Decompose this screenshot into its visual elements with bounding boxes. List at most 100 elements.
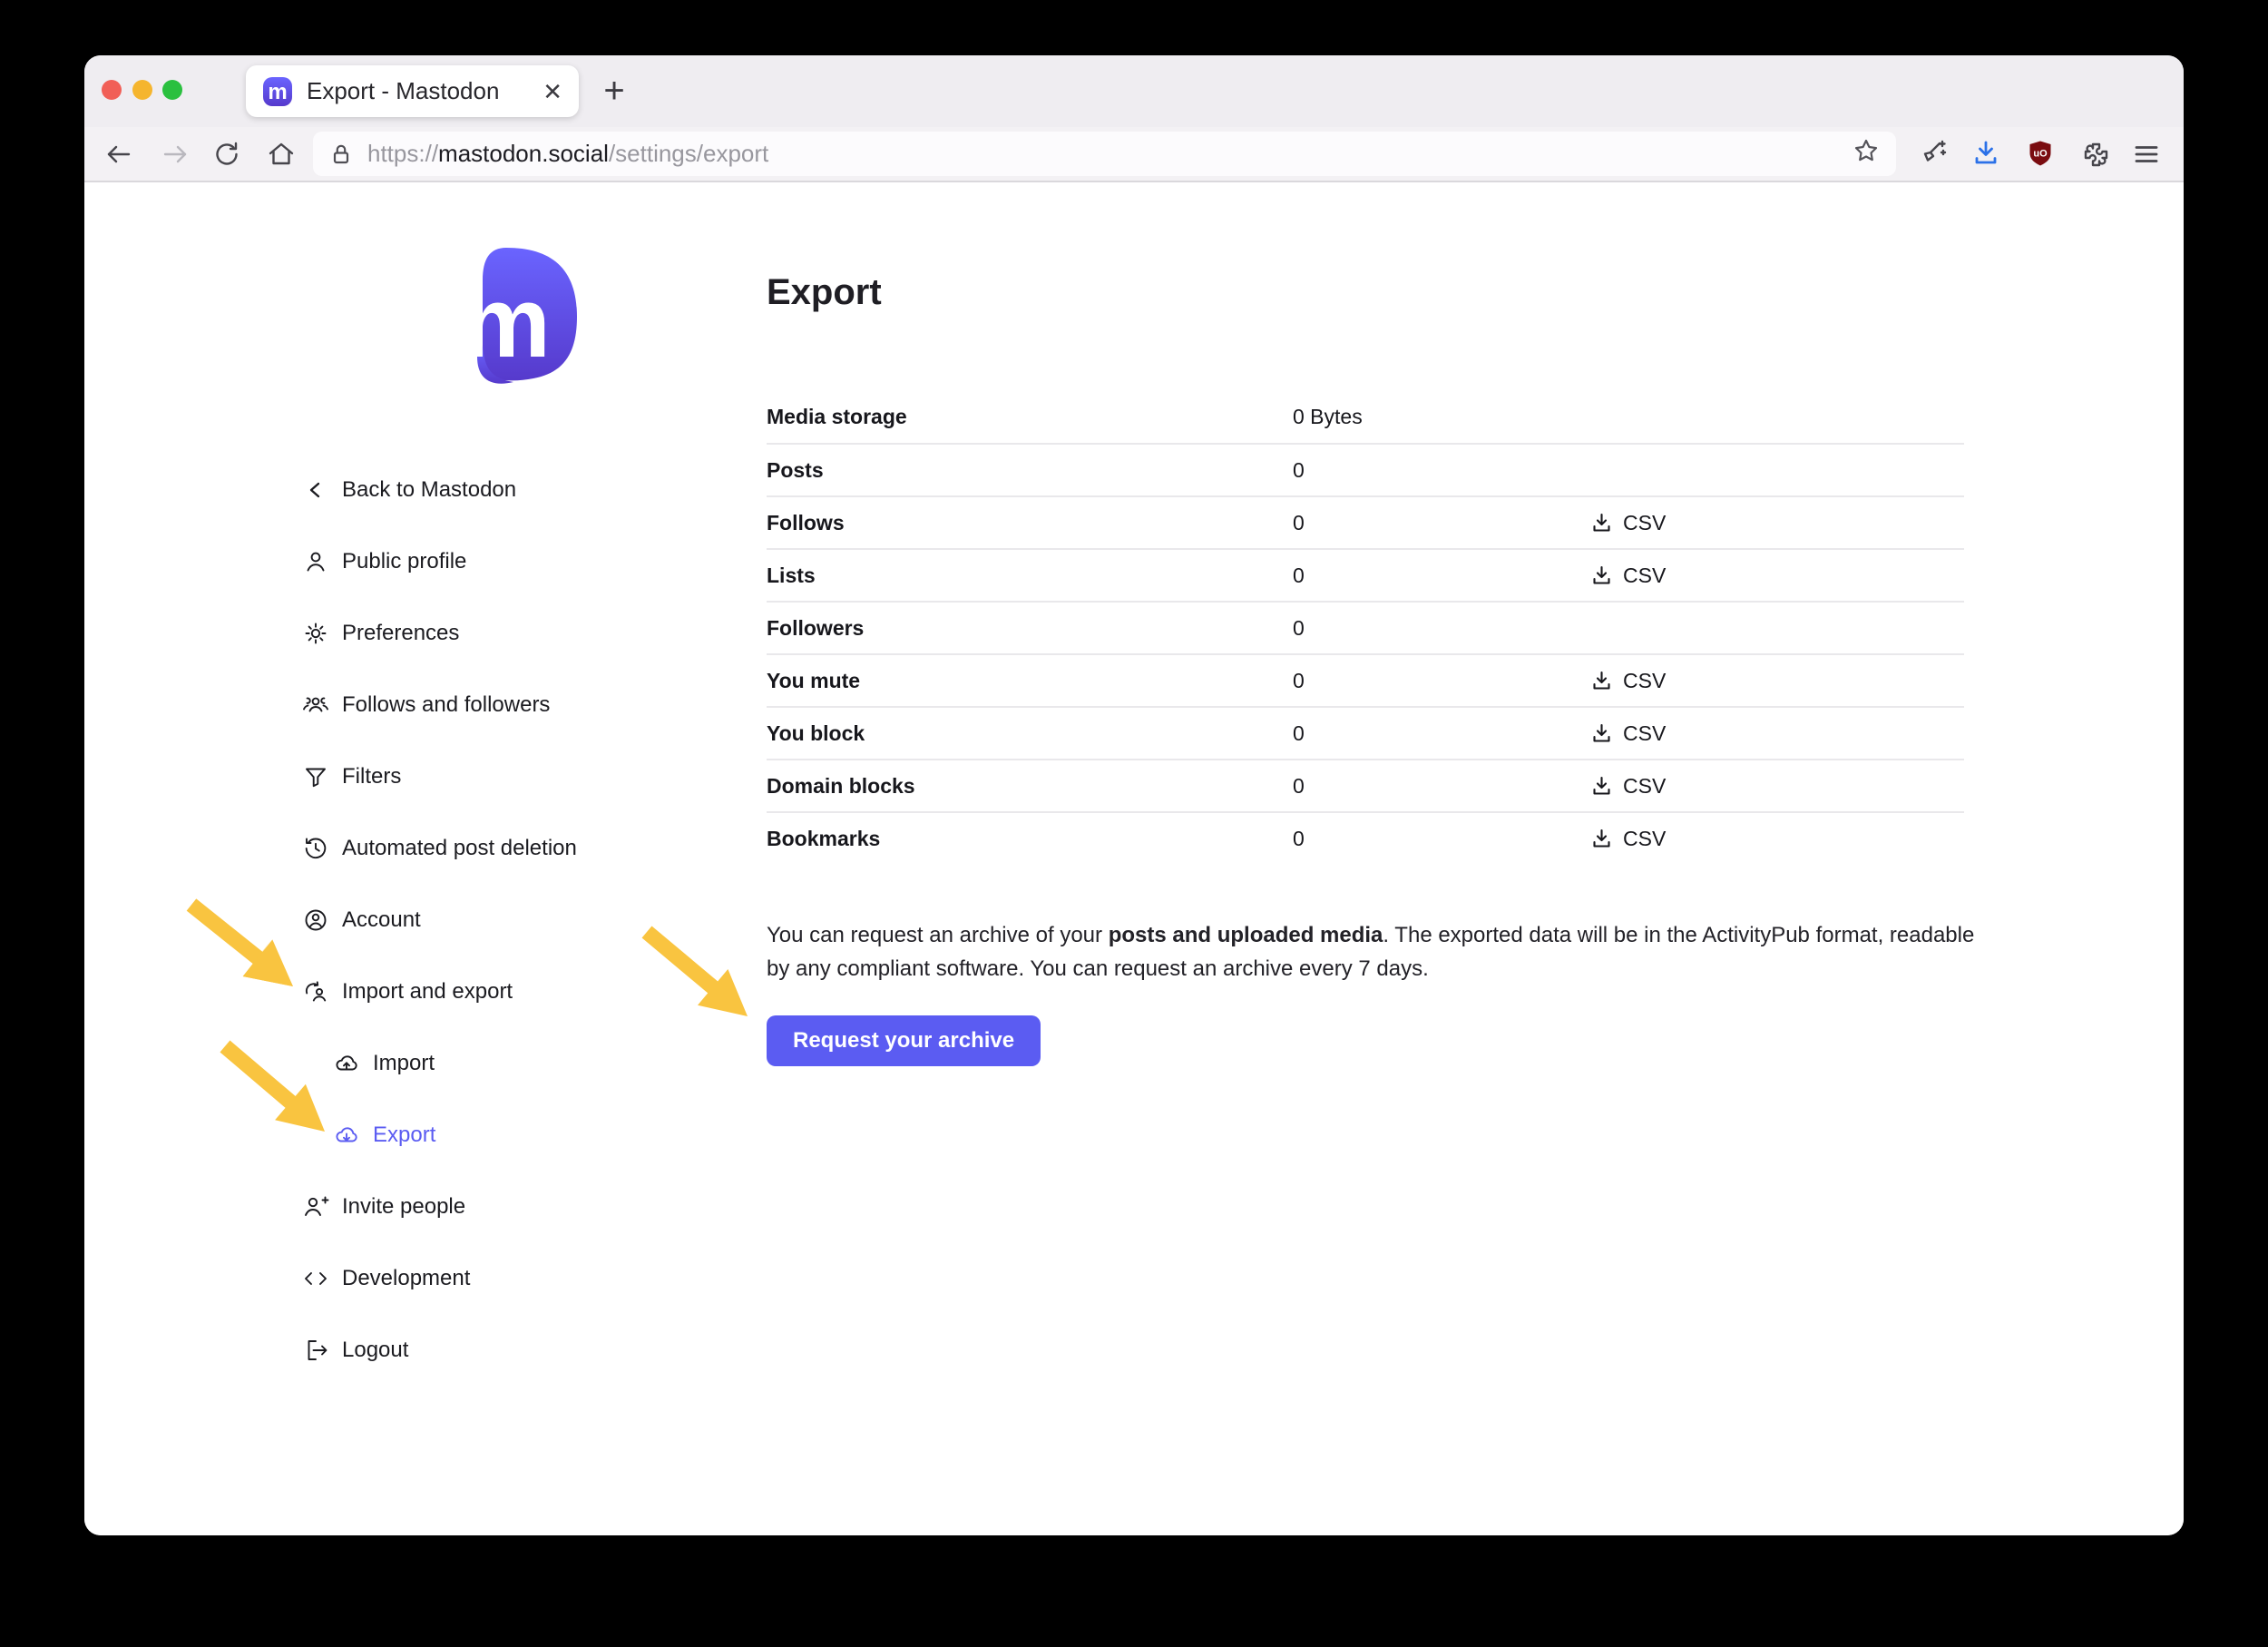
tab-strip: m Export - Mastodon ✕ +: [84, 55, 2184, 127]
sidebar-item-automated-post-deletion[interactable]: Automated post deletion: [84, 812, 719, 884]
funnel-icon: [302, 763, 329, 790]
request-archive-button[interactable]: Request your archive: [767, 1015, 1041, 1066]
back-icon[interactable]: [103, 138, 135, 171]
table-row: You mute 0 CSV: [767, 653, 1964, 706]
row-label: Bookmarks: [767, 826, 881, 850]
row-label: You mute: [767, 668, 861, 692]
row-value: 0: [1293, 826, 1305, 850]
download-tray-icon: [1593, 671, 1610, 690]
browser-window: m Export - Mastodon ✕ + https://mastodon…: [84, 55, 2184, 1535]
home-icon[interactable]: [265, 138, 298, 171]
table-row: You block 0 CSV: [767, 706, 1964, 759]
new-tab-button[interactable]: +: [603, 71, 625, 111]
row-label: Media storage: [767, 404, 907, 428]
macos-maximize-button[interactable]: [162, 80, 182, 100]
account-circle-icon: [302, 907, 329, 934]
macos-minimize-button[interactable]: [132, 80, 152, 100]
sidebar-item-label: Filters: [342, 763, 402, 789]
download-tray-icon: [1593, 723, 1610, 742]
table-row: Posts 0: [767, 443, 1964, 495]
extensions-puzzle-icon[interactable]: [2080, 138, 2113, 171]
browser-toolbar: https://mastodon.social/settings/export …: [84, 127, 2184, 182]
sidebar-item-label: Preferences: [342, 620, 460, 645]
csv-download-link[interactable]: CSV: [1589, 721, 1666, 746]
sidebar-item-label: Automated post deletion: [342, 835, 577, 860]
mastodon-favicon: m: [263, 76, 292, 106]
row-label: You block: [767, 721, 865, 745]
settings-sidebar: Back to Mastodon Public profile Preferen…: [84, 454, 719, 1386]
sidebar-item-label: Follows and followers: [342, 691, 551, 717]
download-tray-icon: [1593, 828, 1610, 848]
svg-text:uO: uO: [2033, 149, 2048, 160]
sidebar-item-development[interactable]: Development: [84, 1242, 719, 1314]
row-value: 0: [1293, 668, 1305, 692]
tab-title: Export - Mastodon: [307, 77, 500, 104]
cloud-download-icon: [333, 1122, 360, 1149]
download-tray-icon: [1593, 513, 1610, 532]
svg-text:m: m: [268, 80, 287, 104]
download-icon[interactable]: [1970, 138, 2002, 171]
sidebar-item-import-and-export[interactable]: Import and export: [84, 956, 719, 1027]
cloud-upload-icon: [333, 1050, 360, 1077]
sidebar-item-back-to-mastodon[interactable]: Back to Mastodon: [84, 454, 719, 525]
code-icon: [302, 1265, 329, 1292]
table-row: Follows 0 CSV: [767, 495, 1964, 548]
csv-download-link[interactable]: CSV: [1589, 669, 1666, 693]
table-row: Followers 0: [767, 601, 1964, 653]
sidebar-item-follows-and-followers[interactable]: Follows and followers: [84, 669, 719, 740]
sidebar-item-label: Development: [342, 1265, 471, 1290]
history-clock-icon: [302, 835, 329, 862]
people-group-icon: [302, 691, 329, 719]
csv-download-link[interactable]: CSV: [1589, 774, 1666, 799]
sidebar-item-preferences[interactable]: Preferences: [84, 597, 719, 669]
browser-tab[interactable]: m Export - Mastodon ✕: [246, 65, 579, 117]
row-label: Follows: [767, 510, 845, 534]
download-tray-icon: [1593, 776, 1610, 795]
bookmark-star-icon[interactable]: [1851, 136, 1882, 172]
tab-close-icon[interactable]: ✕: [543, 77, 562, 105]
reload-icon[interactable]: [210, 138, 243, 171]
sidebar-item-import[interactable]: Import: [84, 1027, 719, 1099]
row-label: Domain blocks: [767, 773, 915, 798]
row-value: 0 Bytes: [1293, 404, 1363, 428]
page-content: m Export Media storage 0 Bytes Posts 0 F…: [84, 183, 2184, 1535]
row-value: 0: [1293, 563, 1305, 587]
row-value: 0: [1293, 721, 1305, 745]
row-label: Followers: [767, 615, 865, 640]
csv-download-link[interactable]: CSV: [1589, 511, 1666, 535]
row-label: Posts: [767, 457, 824, 482]
ublock-icon[interactable]: uO: [2024, 138, 2057, 171]
row-value: 0: [1293, 615, 1305, 640]
sidebar-item-export[interactable]: Export: [84, 1099, 719, 1171]
forward-icon[interactable]: [159, 138, 191, 171]
person-sync-icon: [302, 978, 329, 1005]
broom-icon[interactable]: [1917, 138, 1950, 171]
lock-icon[interactable]: [327, 141, 355, 168]
table-row: Media storage 0 Bytes: [767, 390, 1964, 443]
mastodon-logo: m: [462, 248, 577, 384]
sidebar-item-invite-people[interactable]: Invite people: [84, 1171, 719, 1242]
page-title: Export: [767, 272, 882, 312]
person-icon: [302, 548, 329, 575]
svg-text:m: m: [462, 267, 551, 378]
sidebar-item-label: Account: [342, 907, 421, 932]
csv-download-link[interactable]: CSV: [1589, 564, 1666, 588]
sidebar-item-label: Logout: [342, 1337, 409, 1362]
person-plus-icon: [302, 1193, 329, 1221]
sidebar-item-label: Invite people: [342, 1193, 466, 1219]
sidebar-item-label: Public profile: [342, 548, 467, 574]
sidebar-item-filters[interactable]: Filters: [84, 740, 719, 812]
csv-download-link[interactable]: CSV: [1589, 827, 1666, 851]
row-value: 0: [1293, 773, 1305, 798]
row-value: 0: [1293, 457, 1305, 482]
sidebar-item-account[interactable]: Account: [84, 884, 719, 956]
sidebar-item-public-profile[interactable]: Public profile: [84, 525, 719, 597]
address-bar[interactable]: https://mastodon.social/settings/export: [313, 132, 1896, 176]
table-row: Lists 0 CSV: [767, 548, 1964, 601]
macos-close-button[interactable]: [102, 80, 122, 100]
chevron-left-icon: [302, 476, 329, 504]
sidebar-item-label: Import and export: [342, 978, 513, 1004]
menu-hamburger-icon[interactable]: [2130, 138, 2163, 171]
sidebar-item-label: Back to Mastodon: [342, 476, 517, 502]
sidebar-item-logout[interactable]: Logout: [84, 1314, 719, 1386]
